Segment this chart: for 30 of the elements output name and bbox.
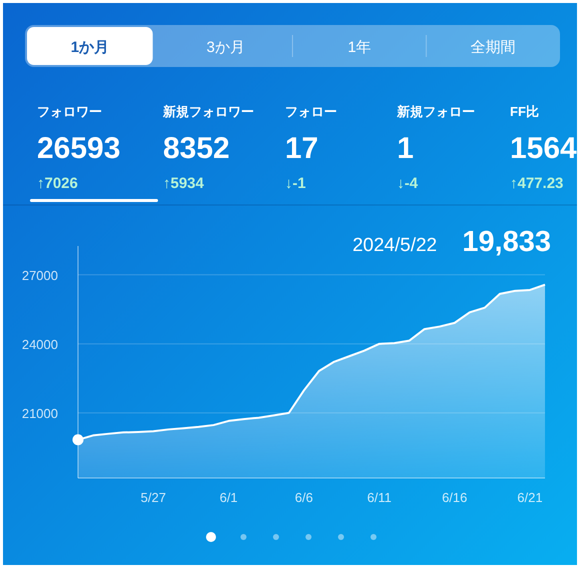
text: ↓-4	[397, 175, 418, 192]
text: ↑5934	[163, 175, 205, 192]
text: 26593	[37, 132, 120, 165]
text: FF比	[510, 104, 539, 119]
text: 8352	[163, 132, 230, 165]
annotation: 2024/5/22	[352, 235, 437, 256]
text: 1年	[348, 39, 372, 56]
x-tick-label: 6/1	[220, 490, 238, 505]
text: フォロワー	[37, 104, 102, 119]
text: 1	[397, 132, 414, 165]
x-tick-label: 6/21	[517, 490, 543, 505]
text: 全期間	[470, 39, 516, 56]
text: 17	[285, 132, 318, 165]
text: 1564	[510, 132, 578, 165]
x-tick-label: 5/27	[140, 490, 166, 505]
annotation: 19,833	[462, 226, 551, 258]
text: ↑477.23	[510, 175, 564, 192]
y-tick-label: 24000	[22, 336, 58, 352]
x-tick-label: 6/16	[442, 490, 468, 505]
y-tick-label: 21000	[22, 406, 58, 421]
text: 新規フォロー	[396, 104, 475, 119]
x-tick-label: 6/11	[367, 490, 392, 505]
text: 1か月	[70, 39, 110, 56]
x-tick-label: 6/6	[294, 490, 314, 505]
text: 3か月	[206, 39, 245, 56]
text: 新規フォロワー	[162, 104, 254, 119]
y-tick-label: 27000	[22, 268, 58, 283]
text: フォロー	[285, 104, 337, 119]
text: ↑7026	[37, 175, 78, 192]
text: ↓-1	[285, 175, 306, 192]
